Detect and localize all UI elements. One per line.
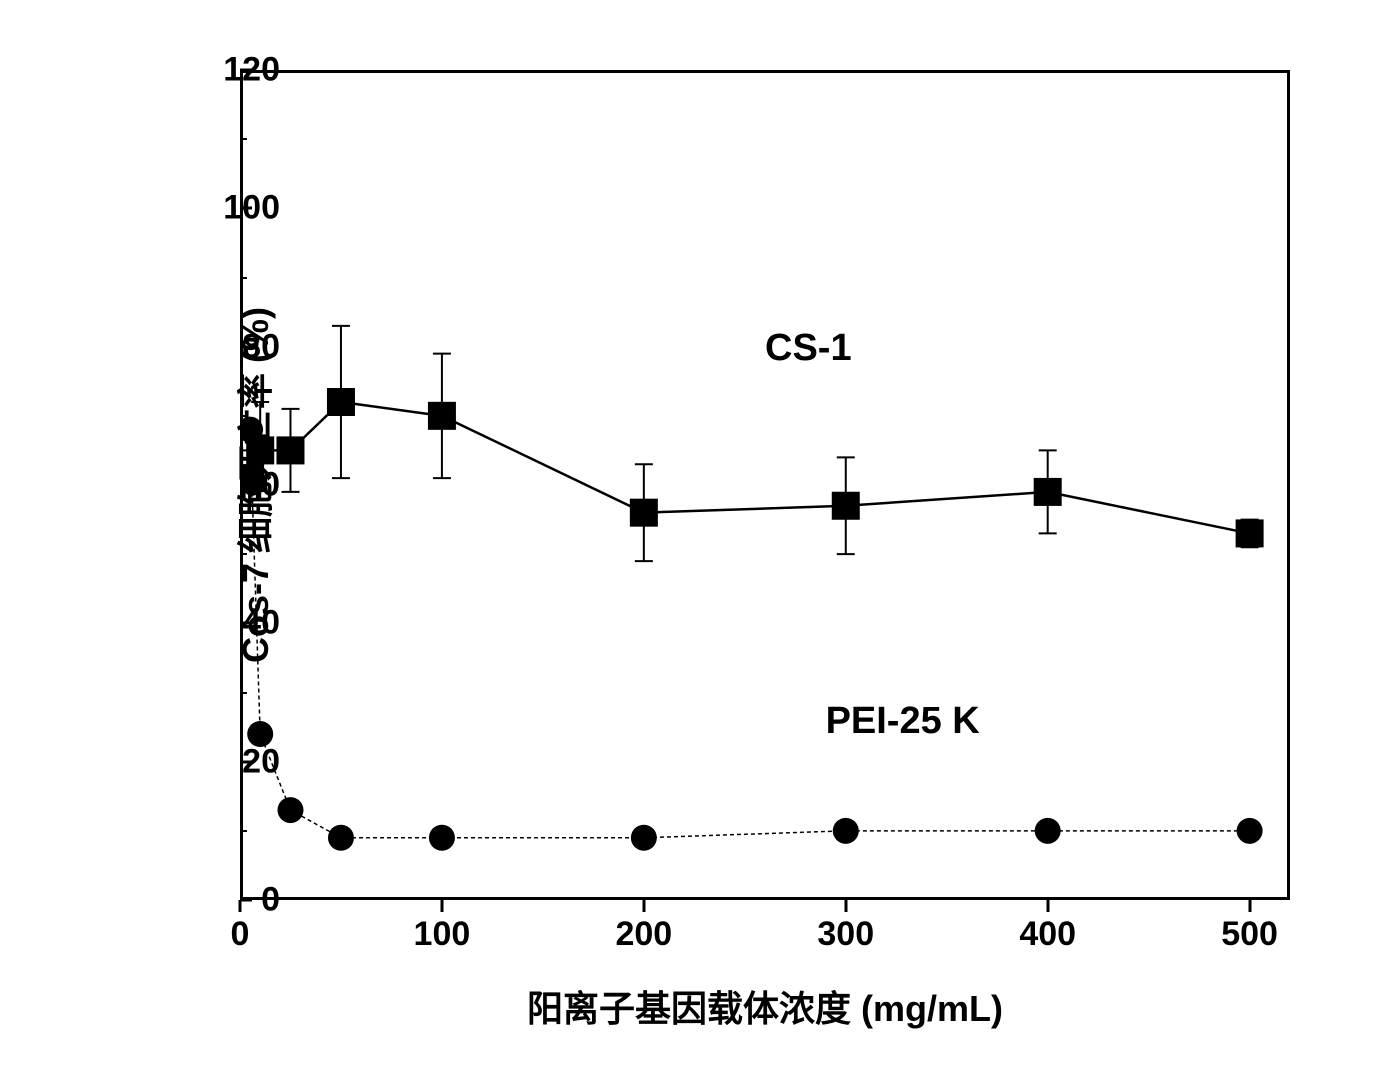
series-label-cs1: CS-1 — [765, 327, 852, 370]
x-axis-label: 阳离子基因载体浓度 (mg/mL) — [240, 980, 1290, 1032]
x-tick-mark — [440, 900, 443, 912]
x-tick-label: 300 — [817, 915, 874, 954]
x-tick-mark — [844, 900, 847, 912]
series-label-pei: PEI-25 K — [826, 700, 980, 743]
x-tick-mark — [239, 900, 242, 912]
x-tick-label: 400 — [1019, 915, 1076, 954]
x-tick-label: 200 — [615, 915, 672, 954]
x-tick-label: 0 — [231, 915, 250, 954]
chart-svg — [240, 70, 1290, 900]
chart-container: Cos-7 细胞死亡率 (%) 阳离子基因载体浓度 (mg/mL) 020406… — [50, 30, 1340, 1040]
x-tick-label: 500 — [1221, 915, 1278, 954]
x-tick-label: 100 — [414, 915, 471, 954]
x-tick-mark — [1248, 900, 1251, 912]
x-tick-mark — [1046, 900, 1049, 912]
x-tick-mark — [642, 900, 645, 912]
